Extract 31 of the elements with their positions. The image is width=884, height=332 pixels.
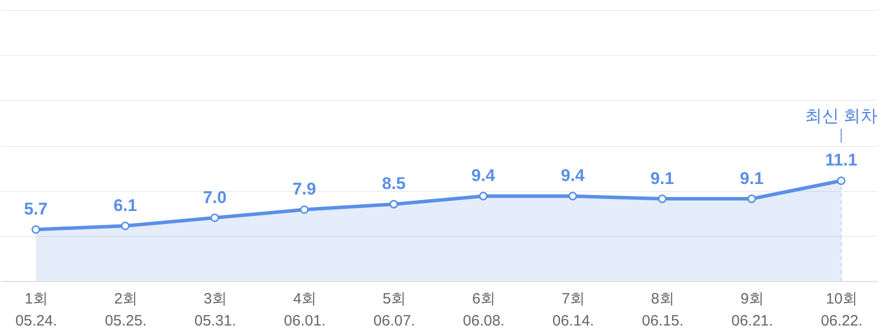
annotation: 최신 회차 [804,106,878,126]
x-tick-label: 4회 06.01. [284,290,326,330]
data-label: 9.4 [560,166,586,186]
point [747,194,756,204]
data-label: 7.9 [292,180,316,199]
x-tick-label: 5회 06.07. [373,290,416,330]
point [389,200,398,208]
point [32,225,40,234]
data-label: 8.5 [382,174,406,194]
data-label: 9.4 [471,166,496,186]
data-label: 7.0 [202,188,227,207]
point [836,176,846,186]
x-tick-label: 9회 06.21. [731,290,774,330]
point [658,194,667,204]
point [478,192,488,200]
x-tick-label: 10회 06.22. [820,290,863,330]
point [300,205,309,214]
x-tick-label: 7회 06.14. [552,290,594,330]
x-tick-label: 3회 05.31. [194,290,236,330]
x-tick-label: 8회 06.15. [642,290,684,330]
data-label: 9.1 [740,168,764,188]
data-label: 9.1 [650,168,674,188]
x-tick-label: 2회 05.25. [104,290,147,330]
data-label: 5.7 [24,200,48,219]
x-tick-label: 6회 06.08. [462,290,505,330]
point [121,222,130,230]
x-tick-label: 1회 05.24. [15,290,58,330]
data-label: 11.1 [825,150,858,170]
point [210,213,220,222]
point [568,192,578,200]
data-label: 6.1 [113,196,138,215]
